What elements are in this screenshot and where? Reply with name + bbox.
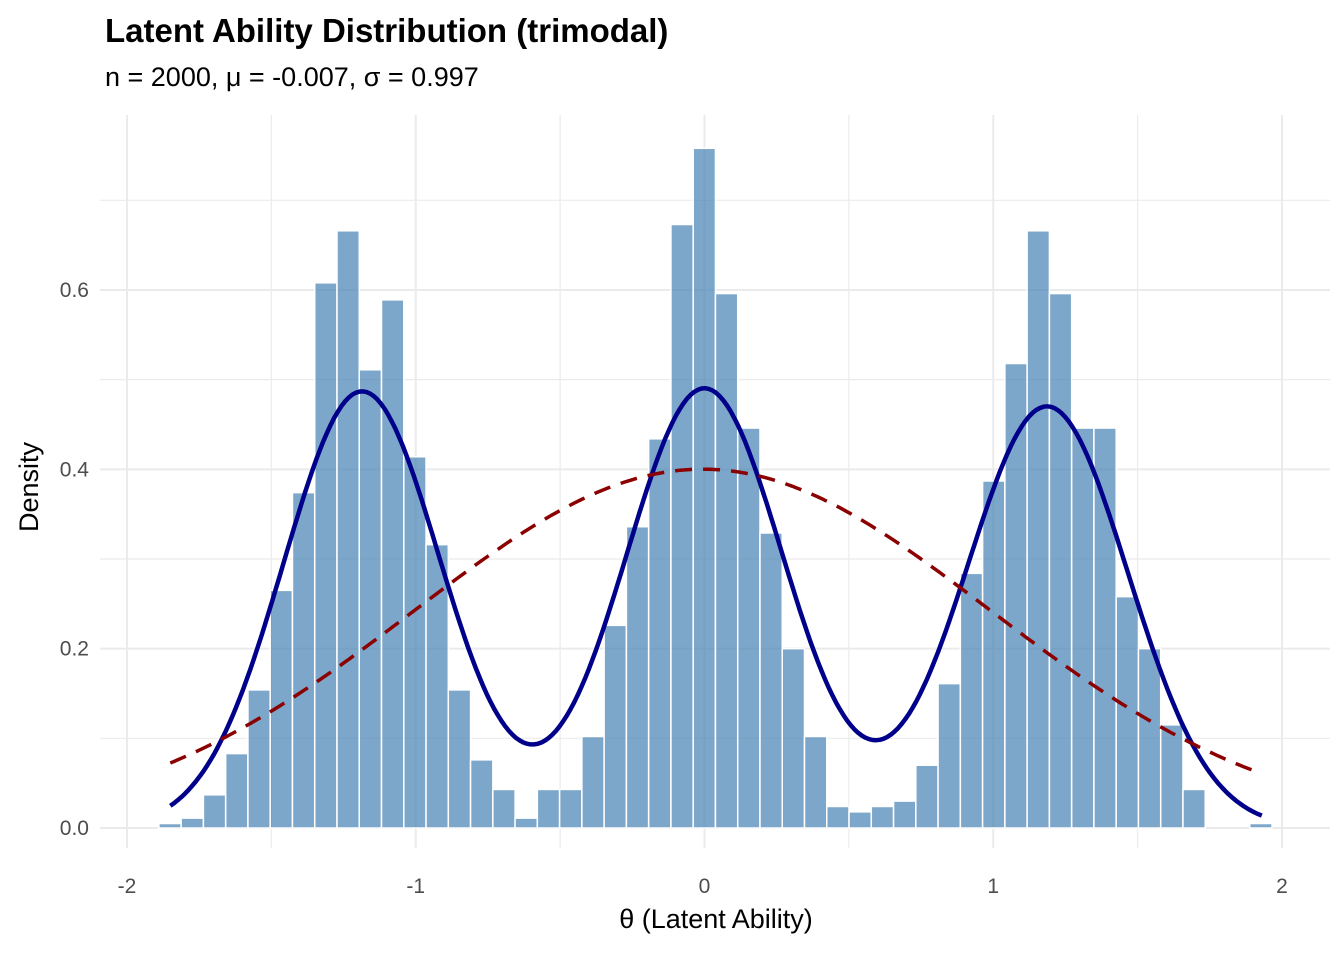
tick-labels: -2 -1 0 1 2 0.0 0.2 0.4 0.6 — [60, 279, 1288, 898]
histogram-bar — [291, 491, 316, 829]
x-axis-title: θ (Latent Ability) — [619, 904, 813, 934]
histogram-bar — [180, 817, 205, 829]
y-tick-label: 0.0 — [60, 817, 89, 840]
histogram-bar — [647, 438, 672, 829]
histogram-bar — [1249, 822, 1273, 829]
histogram-bar — [536, 788, 561, 829]
histogram-bar — [425, 543, 450, 829]
histogram-bar — [915, 764, 939, 829]
y-tick-label: 0.6 — [60, 279, 89, 302]
histogram-bar — [158, 822, 182, 829]
histogram-bar — [892, 800, 917, 829]
histogram-bar — [848, 811, 873, 829]
histogram-bar — [380, 299, 405, 829]
histogram-bar — [870, 805, 895, 829]
histogram-bars — [158, 147, 1273, 829]
histogram-bar — [826, 805, 850, 829]
histogram-bar — [1182, 788, 1206, 829]
histogram-bar — [447, 689, 472, 829]
histogram-bar — [558, 788, 583, 829]
histogram-bar — [625, 525, 650, 829]
histogram-bar — [692, 147, 717, 829]
x-tick-label: -2 — [118, 875, 137, 898]
y-tick-label: 0.4 — [60, 458, 90, 481]
histogram-bar — [514, 817, 539, 829]
histogram-bar — [403, 456, 427, 829]
density-lines — [169, 385, 1263, 818]
histogram-bar — [1137, 647, 1162, 829]
histogram-bar — [358, 369, 383, 829]
histogram-bar — [224, 752, 249, 829]
y-tick-label: 0.2 — [60, 638, 89, 661]
kernel-density-curve — [169, 385, 1263, 818]
x-tick-label: 2 — [1276, 875, 1288, 898]
histogram-bar — [1093, 427, 1117, 829]
histogram-bar — [670, 223, 694, 829]
histogram-bar — [1026, 230, 1051, 829]
x-tick-label: 0 — [699, 875, 711, 898]
histogram-bar — [803, 735, 828, 829]
x-tick-label: -1 — [406, 875, 425, 898]
y-axis-title: Density — [14, 441, 44, 532]
chart-title: Latent Ability Distribution (trimodal) — [105, 12, 669, 49]
histogram-bar — [959, 572, 984, 829]
histogram-bar — [1048, 292, 1073, 829]
histogram-bar — [492, 788, 516, 829]
histogram-bar — [759, 532, 783, 829]
histogram-bar — [1115, 595, 1140, 829]
histogram-bar — [781, 647, 806, 829]
histogram-bar — [1070, 427, 1095, 829]
histogram-bar — [336, 230, 361, 829]
histogram-bar — [981, 480, 1006, 829]
histogram-bar — [937, 682, 962, 829]
histogram-bar — [469, 759, 494, 829]
x-tick-label: 1 — [987, 875, 999, 898]
chart-subtitle: n = 2000, μ = -0.007, σ = 0.997 — [105, 62, 479, 92]
histogram-bar — [202, 794, 227, 829]
histogram-bar — [736, 427, 761, 829]
histogram-bar — [313, 282, 338, 829]
histogram-bar — [603, 624, 628, 829]
histogram-bar — [247, 689, 271, 829]
histogram-bar — [714, 292, 739, 829]
histogram-bar — [581, 735, 605, 829]
histogram-bar — [1159, 724, 1184, 829]
normal-fit-curve — [169, 467, 1263, 776]
